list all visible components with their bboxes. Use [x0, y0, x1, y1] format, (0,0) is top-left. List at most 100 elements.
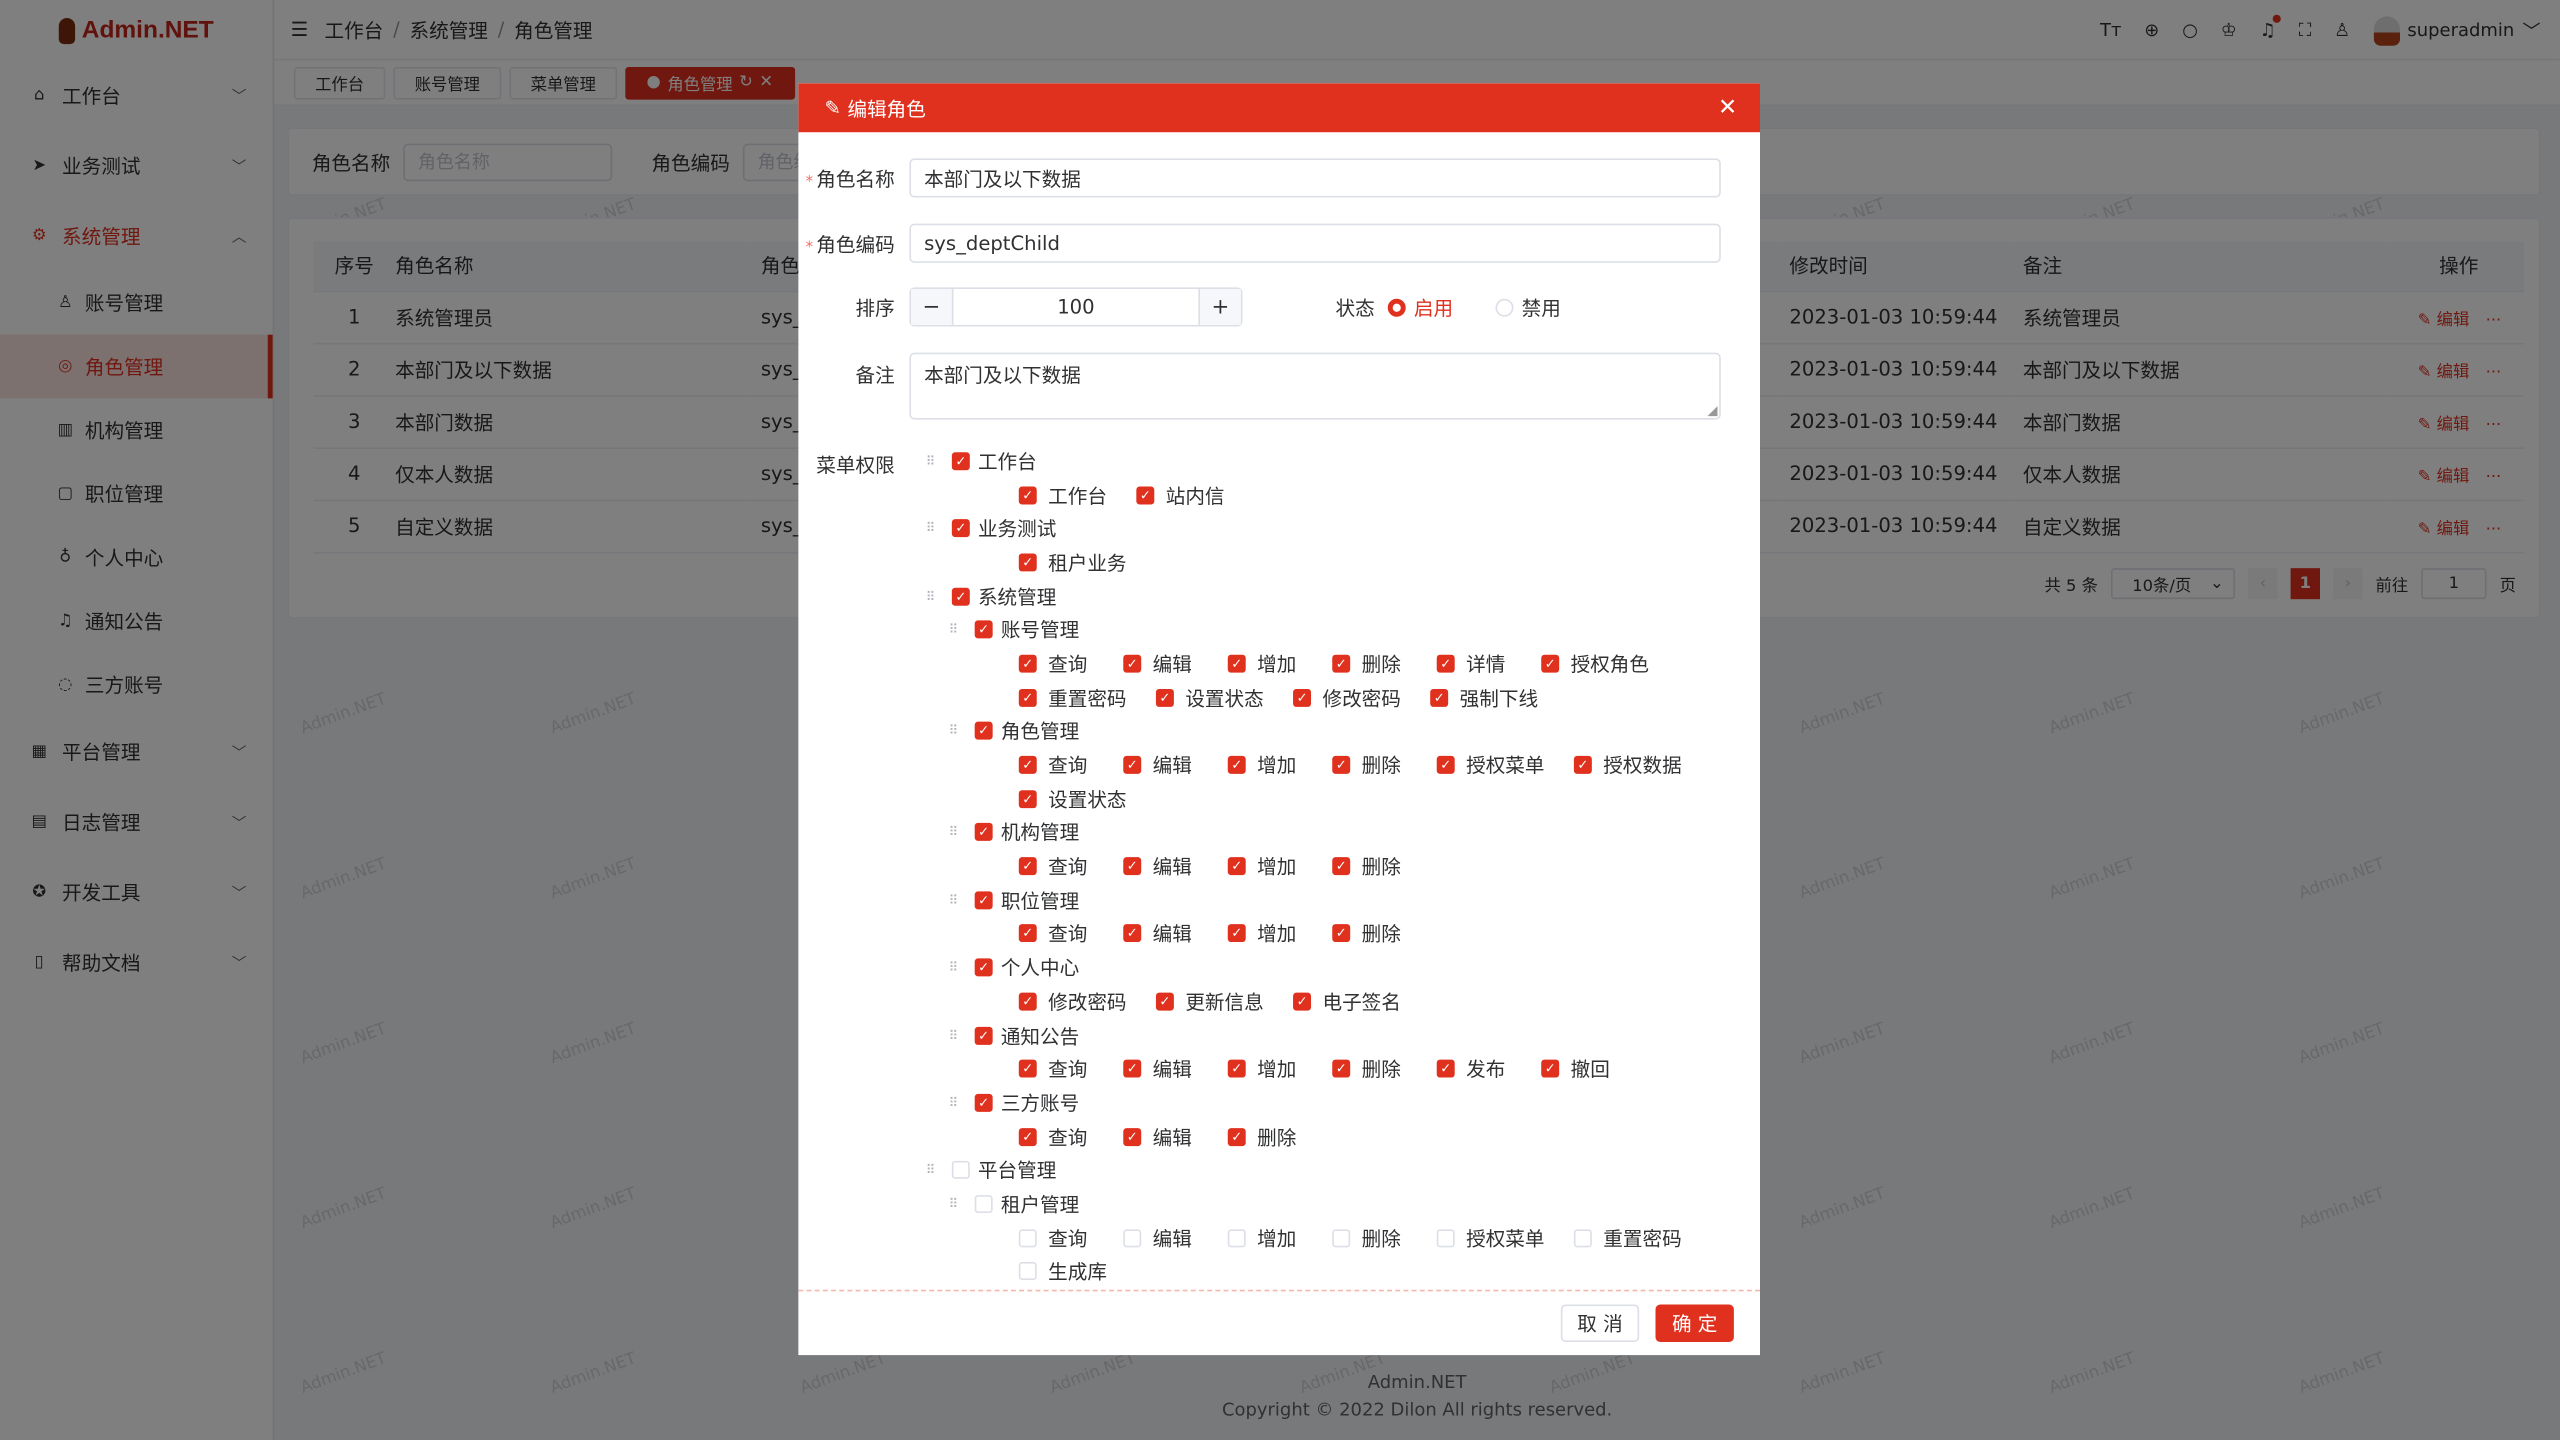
tree-node[interactable]: ⠿ ✓ 个人中心	[926, 951, 1742, 985]
drag-handle-icon[interactable]: ⠿	[925, 521, 936, 536]
tree-leaf[interactable]: 增加	[1227, 1221, 1303, 1255]
tree-leaf[interactable]: ✓ 编辑	[1123, 917, 1198, 951]
tree-leaf[interactable]: ✓ 查询	[1018, 1120, 1094, 1154]
checkbox[interactable]: ✓	[1541, 654, 1560, 673]
tree-node[interactable]: ⠿ ✓ 职位管理	[926, 883, 1742, 917]
checkbox[interactable]: ✓	[1436, 654, 1455, 673]
tree-leaf[interactable]: ✓ 修改密码	[1293, 681, 1401, 715]
tree-leaf[interactable]: ✓ 删除	[1332, 647, 1407, 681]
checkbox[interactable]: ✓	[1332, 1059, 1351, 1078]
checkbox[interactable]: ✓	[1123, 1059, 1142, 1078]
checkbox[interactable]: ✓	[1136, 485, 1155, 504]
drag-handle-icon[interactable]: ⠿	[948, 622, 959, 638]
confirm-button[interactable]: 确 定	[1655, 1304, 1734, 1343]
tree-leaf[interactable]: ✓ 删除	[1332, 849, 1407, 883]
checkbox[interactable]: ✓	[1155, 992, 1174, 1011]
tree-leaf[interactable]: ✓ 租户业务	[1018, 545, 1127, 579]
drag-handle-icon[interactable]: ⠿	[948, 960, 959, 975]
tree-node[interactable]: ⠿ 租户管理	[926, 1187, 1742, 1221]
tree-leaf[interactable]: ✓ 编辑	[1123, 1120, 1198, 1154]
checkbox[interactable]	[974, 1195, 993, 1214]
tree-leaf[interactable]: ✓ 查询	[1018, 748, 1094, 782]
tree-leaf[interactable]: ✓ 设置状态	[1155, 681, 1264, 715]
checkbox[interactable]: ✓	[1018, 688, 1037, 707]
tree-leaf[interactable]: 授权菜单	[1436, 1221, 1545, 1255]
checkbox[interactable]: ✓	[1018, 485, 1037, 504]
tree-leaf[interactable]: ✓ 查询	[1018, 1052, 1094, 1086]
status-enabled-radio[interactable]: 启用	[1387, 293, 1453, 321]
checkbox[interactable]	[1227, 1228, 1246, 1247]
tree-leaf[interactable]: ✓ 发布	[1436, 1052, 1512, 1086]
checkbox[interactable]: ✓	[1018, 1059, 1037, 1078]
checkbox[interactable]: ✓	[1332, 857, 1351, 876]
drag-handle-icon[interactable]: ⠿	[948, 892, 959, 908]
checkbox[interactable]: ✓	[1227, 654, 1246, 673]
order-value[interactable]: 100	[951, 288, 1200, 325]
remark-textarea[interactable]: 本部门及以下数据 ◢	[909, 352, 1721, 420]
tree-leaf[interactable]: ✓ 重置密码	[1018, 681, 1127, 715]
role-name-input[interactable]: 本部门及以下数据	[909, 158, 1721, 198]
checkbox[interactable]	[951, 1161, 970, 1180]
tree-leaf[interactable]: ✓ 编辑	[1123, 748, 1198, 782]
tree-leaf[interactable]: ✓ 删除	[1227, 1120, 1303, 1154]
tree-leaf[interactable]: ✓ 删除	[1332, 1052, 1407, 1086]
tree-leaf[interactable]: ✓ 详情	[1436, 647, 1512, 681]
tree-leaf[interactable]: 删除	[1332, 1221, 1407, 1255]
checkbox[interactable]: ✓	[974, 1093, 993, 1112]
status-disabled-radio[interactable]: 禁用	[1495, 293, 1561, 321]
checkbox[interactable]: ✓	[1155, 688, 1174, 707]
decrement-button[interactable]: −	[911, 288, 952, 325]
checkbox[interactable]: ✓	[974, 958, 993, 977]
tree-leaf[interactable]: ✓ 授权菜单	[1436, 748, 1545, 782]
drag-handle-icon[interactable]: ⠿	[948, 825, 959, 840]
tree-leaf[interactable]: ✓ 工作台	[1018, 478, 1107, 512]
cancel-button[interactable]: 取 消	[1560, 1304, 1640, 1343]
checkbox[interactable]: ✓	[1018, 789, 1037, 808]
checkbox[interactable]	[1018, 1262, 1037, 1281]
checkbox[interactable]	[1332, 1228, 1351, 1247]
checkbox[interactable]: ✓	[1436, 755, 1455, 774]
checkbox[interactable]: ✓	[1018, 755, 1037, 774]
checkbox[interactable]: ✓	[1227, 857, 1246, 876]
tree-node[interactable]: ⠿ ✓ 角色管理	[926, 714, 1742, 748]
checkbox[interactable]: ✓	[1018, 924, 1037, 943]
checkbox[interactable]: ✓	[1227, 924, 1246, 943]
tree-node[interactable]: ⠿ ✓ 通知公告	[926, 1018, 1742, 1052]
tree-leaf[interactable]: ✓ 删除	[1332, 748, 1407, 782]
tree-leaf[interactable]: ✓ 编辑	[1123, 647, 1198, 681]
checkbox[interactable]: ✓	[951, 587, 970, 606]
tree-leaf[interactable]: ✓ 查询	[1018, 647, 1094, 681]
tree-leaf[interactable]: ✓ 电子签名	[1293, 984, 1401, 1018]
checkbox[interactable]: ✓	[1332, 924, 1351, 943]
tree-leaf[interactable]: ✓ 授权角色	[1541, 647, 1649, 681]
tree-leaf[interactable]: ✓ 编辑	[1123, 849, 1198, 883]
checkbox[interactable]: ✓	[1332, 654, 1351, 673]
checkbox[interactable]: ✓	[951, 519, 970, 538]
drag-handle-icon[interactable]: ⠿	[948, 723, 959, 739]
tree-leaf[interactable]: ✓ 查询	[1018, 849, 1094, 883]
checkbox[interactable]	[1573, 1228, 1592, 1247]
checkbox[interactable]: ✓	[1123, 654, 1142, 673]
checkbox[interactable]: ✓	[974, 722, 993, 741]
tree-node[interactable]: ⠿ ✓ 三方账号	[926, 1086, 1742, 1120]
close-icon[interactable]: ✕	[1717, 94, 1738, 121]
checkbox[interactable]: ✓	[1227, 1127, 1246, 1146]
tree-leaf[interactable]: ✓ 强制下线	[1430, 681, 1538, 715]
tree-node[interactable]: ⠿ ✓ 系统管理	[926, 579, 1742, 613]
checkbox[interactable]: ✓	[1123, 755, 1142, 774]
tree-leaf[interactable]: ✓ 增加	[1227, 748, 1303, 782]
checkbox[interactable]: ✓	[1123, 924, 1142, 943]
tree-node[interactable]: ⠿ ✓ 账号管理	[926, 613, 1742, 647]
checkbox[interactable]: ✓	[974, 823, 993, 842]
checkbox[interactable]: ✓	[974, 1026, 993, 1045]
resize-handle-icon[interactable]: ◢	[1707, 403, 1718, 418]
tree-leaf[interactable]: ✓ 更新信息	[1155, 984, 1264, 1018]
tree-leaf[interactable]: 编辑	[1123, 1221, 1198, 1255]
role-code-input[interactable]: sys_deptChild	[909, 223, 1721, 263]
checkbox[interactable]: ✓	[1018, 553, 1037, 572]
checkbox[interactable]: ✓	[1541, 1059, 1560, 1078]
order-stepper[interactable]: − 100 +	[909, 287, 1243, 327]
tree-node[interactable]: ⠿ ✓ 工作台	[926, 444, 1742, 478]
tree-leaf[interactable]: ✓ 增加	[1227, 849, 1303, 883]
checkbox[interactable]: ✓	[1227, 755, 1246, 774]
